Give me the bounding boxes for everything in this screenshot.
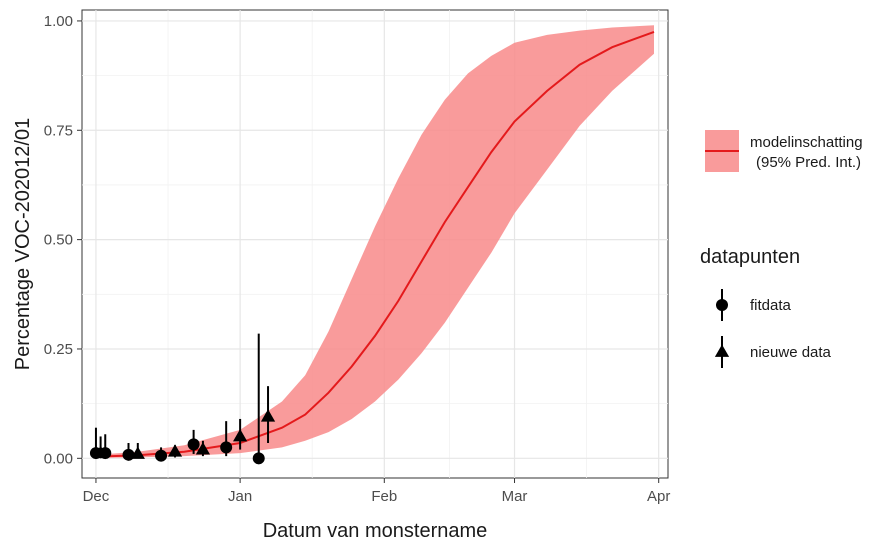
data-point-circle: [155, 449, 168, 462]
prediction-band: [96, 25, 654, 458]
data-point-circle: [220, 441, 233, 454]
legend-series-label: nieuwe data: [750, 344, 832, 361]
x-tick-label: Apr: [647, 488, 670, 505]
legend-circle-key: [716, 299, 728, 311]
x-tick-label: Mar: [502, 488, 528, 505]
data-point-triangle: [130, 446, 145, 459]
legend-triangle-key: [714, 344, 730, 357]
y-axis-title: Percentage VOC-202012/01: [12, 118, 34, 370]
data-point-triangle: [260, 409, 276, 422]
data-point-triangle: [233, 428, 248, 442]
data-point-triangle: [195, 442, 211, 455]
series-nieuwe-data: [93, 386, 276, 459]
legend-model-label: modelinschatting: [750, 134, 863, 151]
data-point-triangle: [93, 445, 108, 458]
legend-model: modelinschatting (95% Pred. Int.): [705, 130, 863, 172]
x-axis-title: Datum van monstername: [263, 520, 488, 542]
x-tick-label: Dec: [83, 488, 110, 505]
legend-datapoints: datapunten fitdata nieuwe data: [700, 246, 832, 368]
x-tick-label: Jan: [228, 488, 252, 505]
y-tick-label: 0.50: [44, 232, 73, 249]
legend-model-sublabel: (95% Pred. Int.): [756, 154, 861, 171]
legend-series-label: fitdata: [750, 297, 792, 314]
data-point-circle: [122, 448, 135, 461]
data-point-circle: [252, 452, 265, 465]
y-tick-label: 0.00: [44, 450, 73, 467]
y-tick-label: 1.00: [44, 13, 73, 30]
y-tick-label: 0.75: [44, 122, 73, 139]
data-point-triangle: [167, 444, 183, 457]
y-tick-label: 0.25: [44, 341, 73, 358]
x-tick-label: Feb: [371, 488, 397, 505]
legend-title: datapunten: [700, 246, 800, 268]
data-point-circle: [187, 438, 200, 451]
